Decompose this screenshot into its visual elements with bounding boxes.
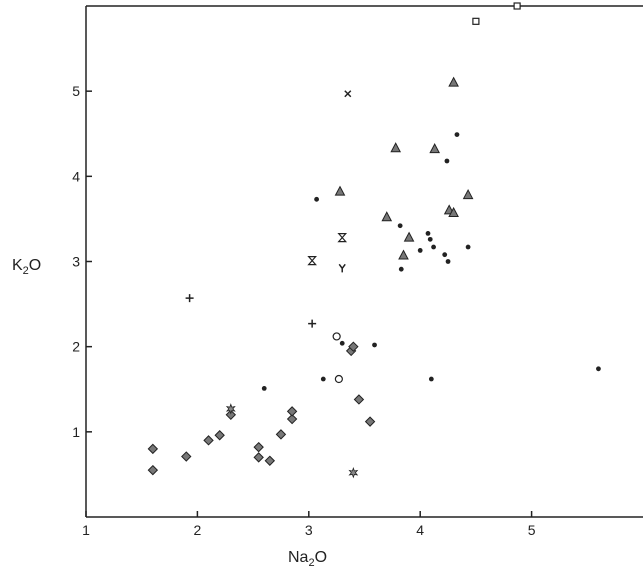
point-square bbox=[513, 2, 521, 10]
data-points bbox=[147, 2, 601, 479]
point-diamond bbox=[214, 430, 225, 441]
x-axis-label: Na2O bbox=[288, 549, 327, 569]
point-diamond bbox=[364, 416, 376, 427]
x-tick-label: 2 bbox=[194, 522, 202, 538]
point-dot bbox=[398, 266, 404, 272]
point-dot bbox=[427, 236, 433, 242]
point-diamond bbox=[253, 452, 264, 463]
point-plus bbox=[308, 319, 317, 328]
y-tick-label: 2 bbox=[72, 339, 80, 355]
y-axis-label: K2O bbox=[12, 257, 41, 277]
point-diamond bbox=[353, 394, 365, 405]
point-triangle bbox=[334, 185, 346, 196]
plot-frame bbox=[85, 5, 643, 518]
point-triangle bbox=[448, 206, 459, 217]
point-triangle bbox=[381, 211, 393, 222]
y-tick-label: 5 bbox=[72, 83, 80, 99]
point-diamond bbox=[181, 451, 192, 462]
point-diamond bbox=[348, 341, 359, 352]
point-dot bbox=[339, 340, 345, 346]
point-triangle bbox=[390, 142, 402, 153]
point-dot bbox=[465, 244, 471, 250]
point-dot bbox=[320, 376, 326, 382]
point-hourglass bbox=[307, 256, 317, 266]
point-dot bbox=[442, 252, 448, 258]
y-tick-label: 3 bbox=[72, 254, 80, 270]
point-y-mark bbox=[338, 263, 346, 273]
point-triangle bbox=[462, 189, 474, 200]
point-star bbox=[348, 467, 359, 479]
point-triangle bbox=[448, 76, 459, 87]
point-dot bbox=[444, 158, 450, 164]
point-dot bbox=[261, 385, 267, 391]
x-tick-label: 1 bbox=[82, 522, 90, 538]
point-dot bbox=[445, 259, 451, 264]
axis-ticks: 1 2 3 4 5 1 2 3 4 5 bbox=[72, 83, 535, 538]
point-dot bbox=[596, 366, 601, 372]
point-triangle bbox=[398, 249, 409, 260]
point-triangle bbox=[429, 143, 441, 154]
point-diamond bbox=[264, 455, 276, 466]
point-diamond bbox=[286, 413, 298, 425]
point-hourglass bbox=[337, 233, 348, 243]
y-tick-label: 1 bbox=[72, 424, 80, 440]
point-square bbox=[472, 17, 480, 25]
point-plus bbox=[185, 294, 194, 303]
point-diamond bbox=[275, 429, 287, 440]
point-diamond bbox=[203, 435, 214, 446]
point-circle bbox=[334, 374, 343, 384]
y-tick-label: 4 bbox=[72, 168, 80, 184]
point-dot bbox=[431, 244, 436, 250]
x-tick-label: 5 bbox=[528, 522, 536, 538]
point-triangle bbox=[403, 231, 415, 242]
point-cross bbox=[344, 90, 352, 98]
x-tick-label: 3 bbox=[305, 522, 313, 538]
x-tick-label: 4 bbox=[416, 522, 424, 538]
point-dot bbox=[372, 342, 377, 348]
point-star bbox=[225, 403, 236, 415]
point-circle bbox=[332, 332, 341, 341]
point-dot bbox=[397, 223, 403, 229]
point-dot bbox=[428, 376, 434, 382]
point-dot bbox=[425, 230, 431, 236]
point-diamond bbox=[147, 464, 159, 476]
point-diamond bbox=[147, 443, 159, 455]
point-dot bbox=[454, 132, 460, 138]
point-dot bbox=[417, 248, 423, 253]
point-diamond bbox=[225, 409, 237, 421]
point-dot bbox=[314, 196, 319, 202]
point-diamond bbox=[286, 406, 298, 417]
point-diamond bbox=[253, 441, 264, 453]
